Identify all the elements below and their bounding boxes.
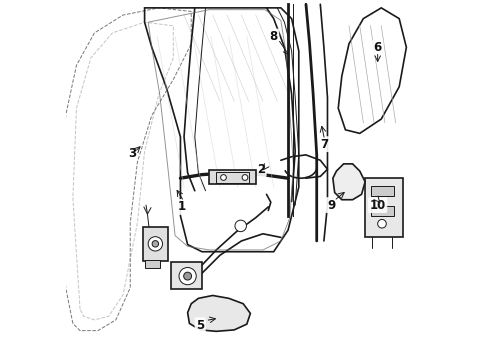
Text: 1: 1 [178, 201, 186, 213]
Circle shape [235, 220, 246, 231]
Circle shape [343, 175, 355, 188]
Polygon shape [188, 296, 250, 331]
Circle shape [211, 306, 227, 321]
Polygon shape [333, 164, 365, 200]
Bar [365, 178, 403, 237]
Text: 4: 4 [189, 265, 197, 278]
Circle shape [240, 316, 247, 322]
Circle shape [194, 316, 200, 322]
Text: 7: 7 [320, 138, 328, 150]
Circle shape [184, 272, 192, 280]
Circle shape [242, 175, 248, 180]
Circle shape [179, 267, 196, 285]
Circle shape [378, 220, 386, 228]
Text: 3: 3 [128, 147, 136, 159]
Bar [172, 262, 202, 289]
Circle shape [152, 240, 159, 247]
Circle shape [220, 175, 226, 180]
Text: 11: 11 [151, 234, 167, 247]
Bar [216, 172, 248, 183]
Bar [370, 186, 394, 196]
Text: 9: 9 [327, 199, 335, 212]
Text: 5: 5 [196, 319, 204, 332]
Bar [209, 170, 256, 184]
Bar [143, 226, 168, 261]
Text: 6: 6 [373, 41, 382, 54]
Circle shape [148, 237, 163, 251]
Text: 10: 10 [369, 199, 386, 212]
Bar [370, 206, 394, 216]
Text: 8: 8 [270, 30, 278, 43]
Text: 2: 2 [257, 163, 265, 176]
Bar [145, 260, 160, 268]
